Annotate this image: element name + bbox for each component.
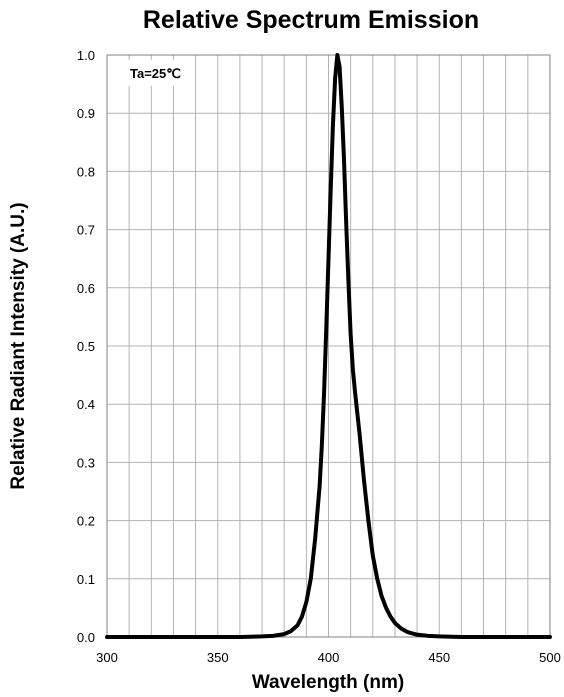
y-tick-label: 0.2 <box>77 514 95 529</box>
plot-area-border <box>106 54 551 638</box>
x-axis-ticks: 300 350 400 450 500 <box>96 650 561 665</box>
x-tick-label: 500 <box>539 650 561 665</box>
x-tick-label: 450 <box>428 650 450 665</box>
x-tick-label: 300 <box>96 650 118 665</box>
y-tick-label: 0.0 <box>77 630 95 645</box>
spectrum-line <box>105 53 552 639</box>
grid-lines <box>107 55 550 637</box>
x-tick-label: 400 <box>318 650 340 665</box>
y-tick-label: 0.8 <box>77 164 95 179</box>
y-axis-title: Relative Radiant Intensity (A.U.) <box>8 202 29 489</box>
y-tick-label: 1.0 <box>77 48 95 63</box>
y-tick-label: 0.4 <box>77 397 95 412</box>
y-tick-label: 0.5 <box>77 339 95 354</box>
y-tick-label: 0.7 <box>77 223 95 238</box>
chart-title: Relative Spectrum Emission <box>143 6 479 34</box>
y-tick-label: 0.6 <box>77 281 95 296</box>
y-axis-ticks: 0.0 0.1 0.2 0.3 0.4 0.5 0.6 0.7 0.8 0.9 1.0 <box>77 48 95 645</box>
y-tick-label: 0.3 <box>77 455 95 470</box>
x-tick-label: 350 <box>207 650 229 665</box>
annotation-background <box>122 60 194 86</box>
y-tick-label: 0.9 <box>77 106 95 121</box>
temperature-annotation: Ta=25℃ <box>130 66 181 81</box>
y-tick-label: 0.1 <box>77 572 95 587</box>
x-axis-title: Wavelength (nm) <box>252 672 404 693</box>
